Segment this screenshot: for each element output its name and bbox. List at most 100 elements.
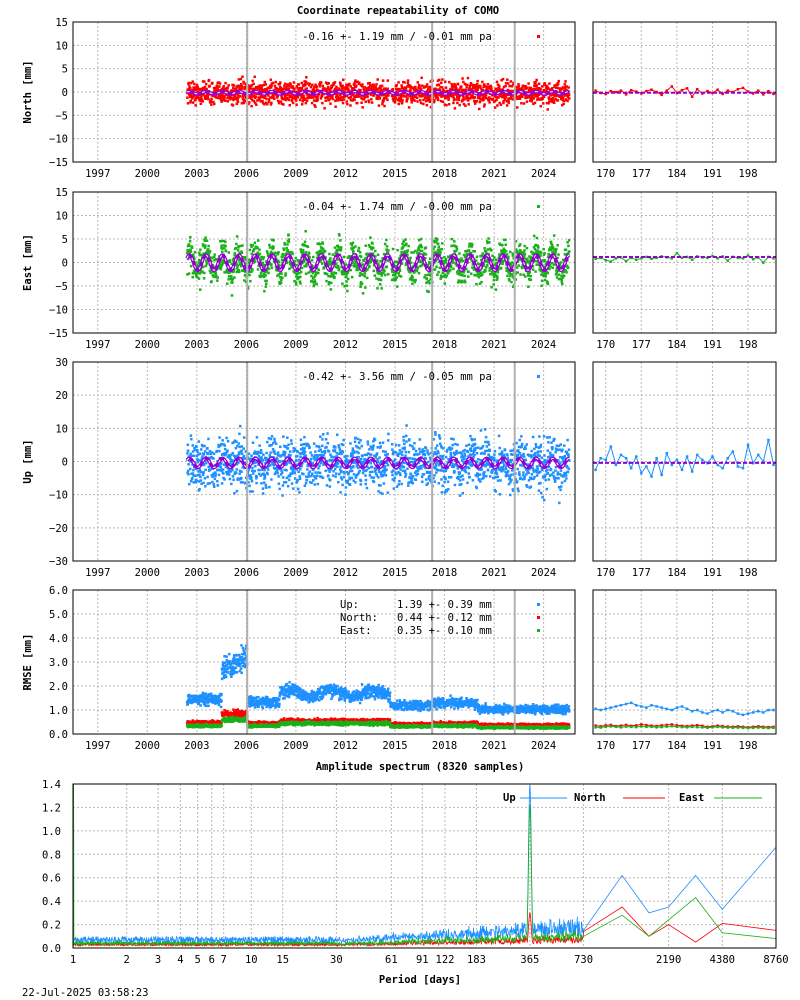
data-point: [374, 274, 377, 277]
data-point: [428, 282, 431, 285]
data-point: [494, 106, 497, 109]
data-point: [434, 268, 437, 271]
data-point: [438, 79, 441, 82]
data-point: [414, 279, 417, 282]
data-point: [562, 103, 565, 106]
data-point: [254, 242, 256, 245]
data-point: [407, 82, 410, 85]
data-point: [392, 469, 395, 472]
data-point: [306, 100, 309, 103]
data-point: [258, 248, 261, 251]
data-point: [488, 241, 491, 244]
data-point: [287, 99, 290, 102]
data-point: [220, 466, 223, 469]
data-point: [291, 253, 294, 256]
data-point: [305, 482, 308, 485]
data-point: [264, 476, 267, 479]
data-point: [378, 456, 381, 459]
data-point: [399, 270, 402, 273]
data-point: [408, 451, 411, 454]
data-point: [565, 271, 568, 274]
data-point: [296, 455, 299, 458]
data-point: [214, 475, 217, 478]
data-point: [187, 473, 190, 476]
data-point: [383, 105, 386, 108]
data-point: [338, 446, 341, 449]
data-point: [258, 444, 261, 447]
data-point: [304, 84, 307, 87]
x-tick-label: 2009: [283, 339, 308, 351]
data-point: [519, 273, 522, 276]
data-point: [418, 272, 421, 275]
data-point: [484, 269, 487, 272]
data-point: [334, 105, 337, 108]
data-point: [373, 481, 376, 484]
data-point: [412, 482, 415, 485]
figure-title: Coordinate repeatability of COMO: [297, 5, 499, 17]
data-point: [279, 81, 282, 84]
data-point: [224, 82, 227, 85]
data-point: [274, 452, 277, 455]
data-point: [346, 290, 349, 293]
data-point: [352, 465, 355, 468]
data-point: [357, 452, 360, 455]
data-point: [268, 101, 271, 104]
data-point: [319, 85, 322, 88]
data-point: [198, 251, 201, 254]
data-point: [416, 100, 419, 103]
data-point: [495, 288, 498, 291]
data-point: [218, 450, 221, 453]
data-point: [345, 486, 348, 489]
data-point: [392, 88, 395, 91]
data-point: [314, 471, 317, 474]
data-point: [203, 272, 206, 275]
data-point: [543, 82, 546, 85]
data-point: [435, 266, 438, 269]
x-tick-label-recent: 170: [596, 339, 615, 351]
data-point: [510, 281, 512, 284]
data-point: [448, 81, 451, 84]
data-point: [259, 253, 262, 256]
data-point: [231, 281, 234, 284]
data-point: [379, 442, 382, 445]
data-point: [241, 75, 244, 78]
data-point: [452, 261, 455, 264]
data-point: [355, 84, 358, 87]
data-point: [486, 264, 489, 267]
data-point: [444, 80, 447, 83]
data-point: [297, 259, 300, 262]
data-point: [315, 283, 318, 286]
data-point: [200, 479, 203, 482]
data-point: [295, 103, 298, 106]
data-point: [271, 267, 274, 270]
data-point: [265, 98, 268, 101]
data-point: [235, 447, 238, 450]
x-tick-label: 2006: [234, 168, 259, 180]
data-point: [543, 252, 546, 255]
data-point: [544, 275, 547, 278]
data-point: [213, 452, 216, 455]
data-point: [370, 453, 373, 456]
data-point: [506, 253, 509, 256]
data-point: [440, 82, 443, 85]
data-point: [217, 484, 220, 487]
data-point: [283, 249, 286, 252]
data-point: [386, 245, 389, 248]
data-point: [490, 249, 493, 252]
data-point: [258, 469, 261, 472]
data-point: [426, 83, 429, 86]
data-point: [230, 275, 233, 278]
data-point: [239, 95, 242, 98]
data-point: [361, 106, 364, 109]
data-point: [308, 252, 311, 255]
data-point: [288, 87, 291, 90]
data-point: [241, 244, 244, 247]
data-point: [193, 454, 196, 457]
data-point: [557, 80, 560, 83]
data-point: [265, 83, 268, 86]
data-point: [458, 104, 461, 107]
data-point: [229, 259, 232, 262]
data-point: [365, 469, 368, 472]
data-point: [263, 256, 266, 259]
x-tick-label-recent: 177: [632, 168, 651, 180]
